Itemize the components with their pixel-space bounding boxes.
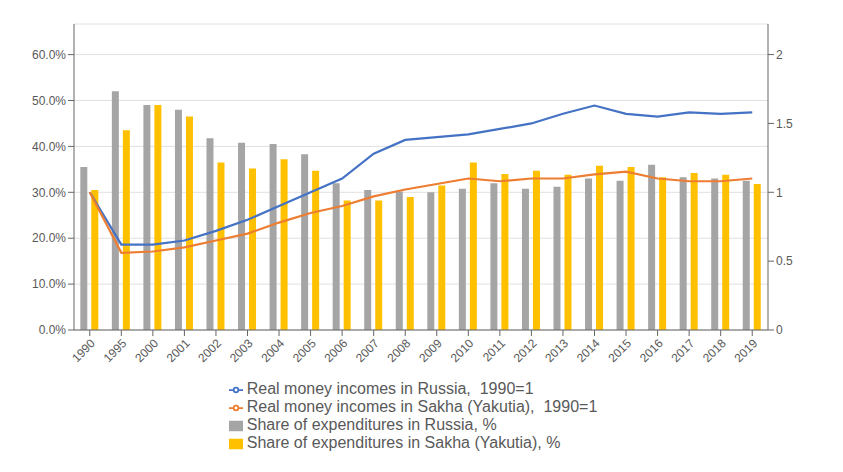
svg-text:0: 0: [776, 323, 783, 337]
svg-text:2006: 2006: [322, 336, 351, 365]
svg-text:2012: 2012: [511, 336, 540, 365]
svg-text:2004: 2004: [258, 336, 287, 365]
svg-text:2002: 2002: [195, 336, 224, 365]
svg-text:2015: 2015: [605, 336, 634, 365]
svg-text:2016: 2016: [637, 336, 666, 365]
svg-text:2017: 2017: [669, 336, 698, 365]
svg-text:40.0%: 40.0%: [32, 140, 66, 154]
svg-text:60.0%: 60.0%: [32, 48, 66, 62]
svg-text:1.5: 1.5: [776, 117, 793, 131]
svg-text:1990: 1990: [69, 336, 98, 365]
html-text:Real money incomes in Russia,: Real money incomes in Russia, 1990=1: [246, 380, 534, 397]
html-text:Share of expenditures in Sakha: Share of expenditures in Sakha (Yakutia)…: [246, 434, 561, 451]
svg-text:2018: 2018: [700, 336, 729, 365]
svg-text:2014: 2014: [574, 336, 603, 365]
svg-text:20.0%: 20.0%: [32, 231, 66, 245]
svg-text:2010: 2010: [448, 336, 477, 365]
svg-text:2: 2: [776, 48, 783, 62]
svg-text:2013: 2013: [542, 336, 571, 365]
html-text:Share of expenditures in Russi: Share of expenditures in Russia, %: [246, 416, 497, 433]
svg-text:2003: 2003: [227, 336, 256, 365]
svg-text:2000: 2000: [132, 336, 161, 365]
svg-text:1: 1: [776, 186, 783, 200]
html-text:Real money incomes in Sakha (Y: Real money incomes in Sakha (Yakutia), 1…: [246, 398, 598, 415]
svg-text:2009: 2009: [416, 336, 445, 365]
svg-text:2001: 2001: [164, 336, 193, 365]
svg-text:2008: 2008: [385, 336, 414, 365]
svg-text:2011: 2011: [480, 336, 508, 364]
svg-text:2007: 2007: [353, 336, 382, 365]
svg-text:0.0%: 0.0%: [39, 323, 67, 337]
svg-text:1995: 1995: [101, 336, 130, 365]
svg-text:30.0%: 30.0%: [32, 186, 66, 200]
svg-text:2005: 2005: [290, 336, 319, 365]
svg-text:2019: 2019: [732, 336, 761, 365]
svg-text:10.0%: 10.0%: [32, 277, 66, 291]
svg-text:0.5: 0.5: [776, 254, 793, 268]
svg-text:50.0%: 50.0%: [32, 94, 66, 108]
